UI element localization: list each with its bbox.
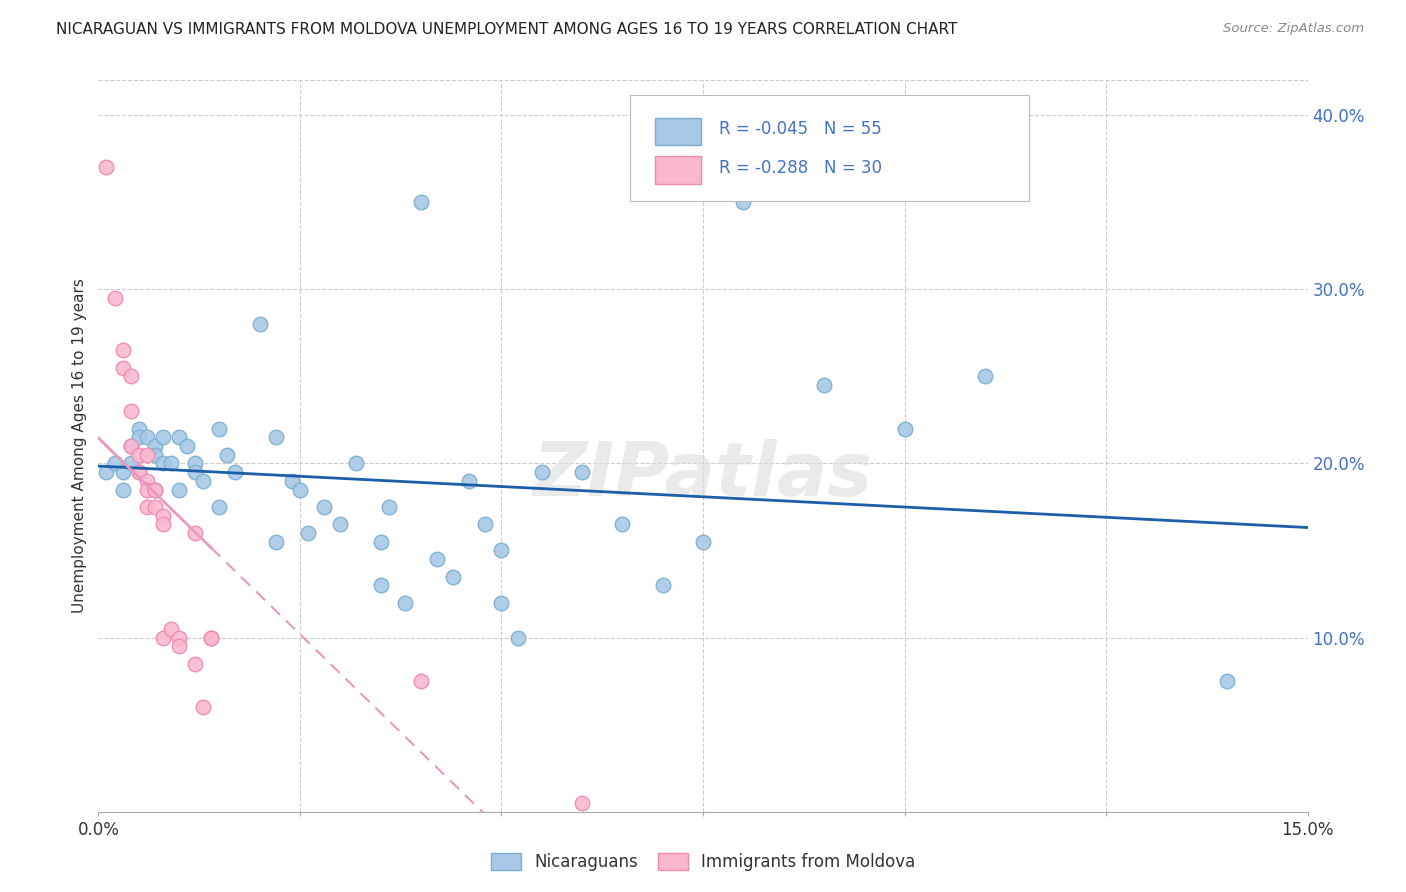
Point bbox=[143, 500, 166, 514]
Point bbox=[184, 465, 207, 479]
Point bbox=[733, 195, 755, 210]
Point bbox=[571, 465, 593, 479]
Text: R = -0.045   N = 55: R = -0.045 N = 55 bbox=[718, 120, 882, 138]
Text: ZIPatlas: ZIPatlas bbox=[533, 439, 873, 512]
Point bbox=[120, 457, 142, 471]
Point bbox=[200, 631, 222, 645]
Y-axis label: Unemployment Among Ages 16 to 19 years: Unemployment Among Ages 16 to 19 years bbox=[72, 278, 87, 614]
Point bbox=[370, 534, 392, 549]
Point bbox=[128, 465, 150, 479]
Point bbox=[329, 517, 352, 532]
FancyBboxPatch shape bbox=[630, 95, 1029, 201]
Point bbox=[120, 404, 142, 418]
Point bbox=[143, 439, 166, 453]
Point bbox=[128, 448, 150, 462]
Point bbox=[200, 631, 222, 645]
Point bbox=[281, 474, 304, 488]
Point bbox=[441, 569, 464, 583]
Point bbox=[264, 534, 287, 549]
Text: Source: ZipAtlas.com: Source: ZipAtlas.com bbox=[1223, 22, 1364, 36]
Legend: Nicaraguans, Immigrants from Moldova: Nicaraguans, Immigrants from Moldova bbox=[482, 845, 924, 880]
Point bbox=[184, 526, 207, 541]
Point bbox=[813, 378, 835, 392]
Point bbox=[152, 631, 174, 645]
Point bbox=[143, 483, 166, 497]
Point bbox=[474, 517, 496, 532]
Point bbox=[370, 578, 392, 592]
Point bbox=[152, 457, 174, 471]
Point bbox=[160, 622, 183, 636]
Point bbox=[128, 421, 150, 435]
Point bbox=[651, 578, 673, 592]
Point bbox=[135, 500, 157, 514]
Point bbox=[1216, 674, 1239, 689]
Point bbox=[120, 439, 142, 453]
Point bbox=[224, 465, 246, 479]
Point bbox=[120, 369, 142, 384]
Point bbox=[394, 596, 416, 610]
Point bbox=[143, 483, 166, 497]
Point bbox=[96, 161, 118, 175]
Point bbox=[176, 439, 198, 453]
Text: NICARAGUAN VS IMMIGRANTS FROM MOLDOVA UNEMPLOYMENT AMONG AGES 16 TO 19 YEARS COR: NICARAGUAN VS IMMIGRANTS FROM MOLDOVA UN… bbox=[56, 22, 957, 37]
Point bbox=[128, 465, 150, 479]
Point bbox=[193, 474, 215, 488]
Point bbox=[249, 317, 271, 331]
Point bbox=[264, 430, 287, 444]
Point bbox=[167, 430, 190, 444]
Point bbox=[571, 796, 593, 810]
Point bbox=[135, 483, 157, 497]
Point bbox=[288, 483, 311, 497]
Point bbox=[491, 596, 513, 610]
Point bbox=[128, 430, 150, 444]
Point bbox=[530, 465, 553, 479]
Point bbox=[96, 465, 118, 479]
Point bbox=[135, 430, 157, 444]
Point bbox=[111, 343, 134, 358]
Point bbox=[111, 483, 134, 497]
Point bbox=[377, 500, 399, 514]
Point bbox=[135, 448, 157, 462]
Point bbox=[344, 457, 367, 471]
Text: R = -0.288   N = 30: R = -0.288 N = 30 bbox=[718, 159, 882, 177]
Point bbox=[152, 508, 174, 523]
Point bbox=[167, 631, 190, 645]
Point bbox=[167, 483, 190, 497]
Point bbox=[111, 465, 134, 479]
Point bbox=[120, 439, 142, 453]
Point bbox=[135, 474, 157, 488]
Point bbox=[111, 360, 134, 375]
Point bbox=[193, 700, 215, 714]
Point bbox=[143, 448, 166, 462]
Point bbox=[297, 526, 319, 541]
Point bbox=[893, 421, 915, 435]
Point bbox=[152, 517, 174, 532]
Point bbox=[160, 457, 183, 471]
Point bbox=[103, 457, 125, 471]
Point bbox=[208, 421, 231, 435]
Point bbox=[208, 500, 231, 514]
Point bbox=[426, 552, 449, 566]
Point bbox=[184, 457, 207, 471]
Point bbox=[458, 474, 481, 488]
Point bbox=[103, 291, 125, 305]
Point bbox=[217, 448, 239, 462]
Point bbox=[491, 543, 513, 558]
Point bbox=[167, 640, 190, 654]
Point bbox=[974, 369, 997, 384]
Point bbox=[184, 657, 207, 671]
Point bbox=[692, 534, 714, 549]
Point bbox=[612, 517, 634, 532]
FancyBboxPatch shape bbox=[655, 156, 700, 184]
Point bbox=[409, 195, 432, 210]
FancyBboxPatch shape bbox=[655, 118, 700, 145]
Point bbox=[314, 500, 336, 514]
Point bbox=[409, 674, 432, 689]
Point bbox=[506, 631, 529, 645]
Point bbox=[152, 430, 174, 444]
